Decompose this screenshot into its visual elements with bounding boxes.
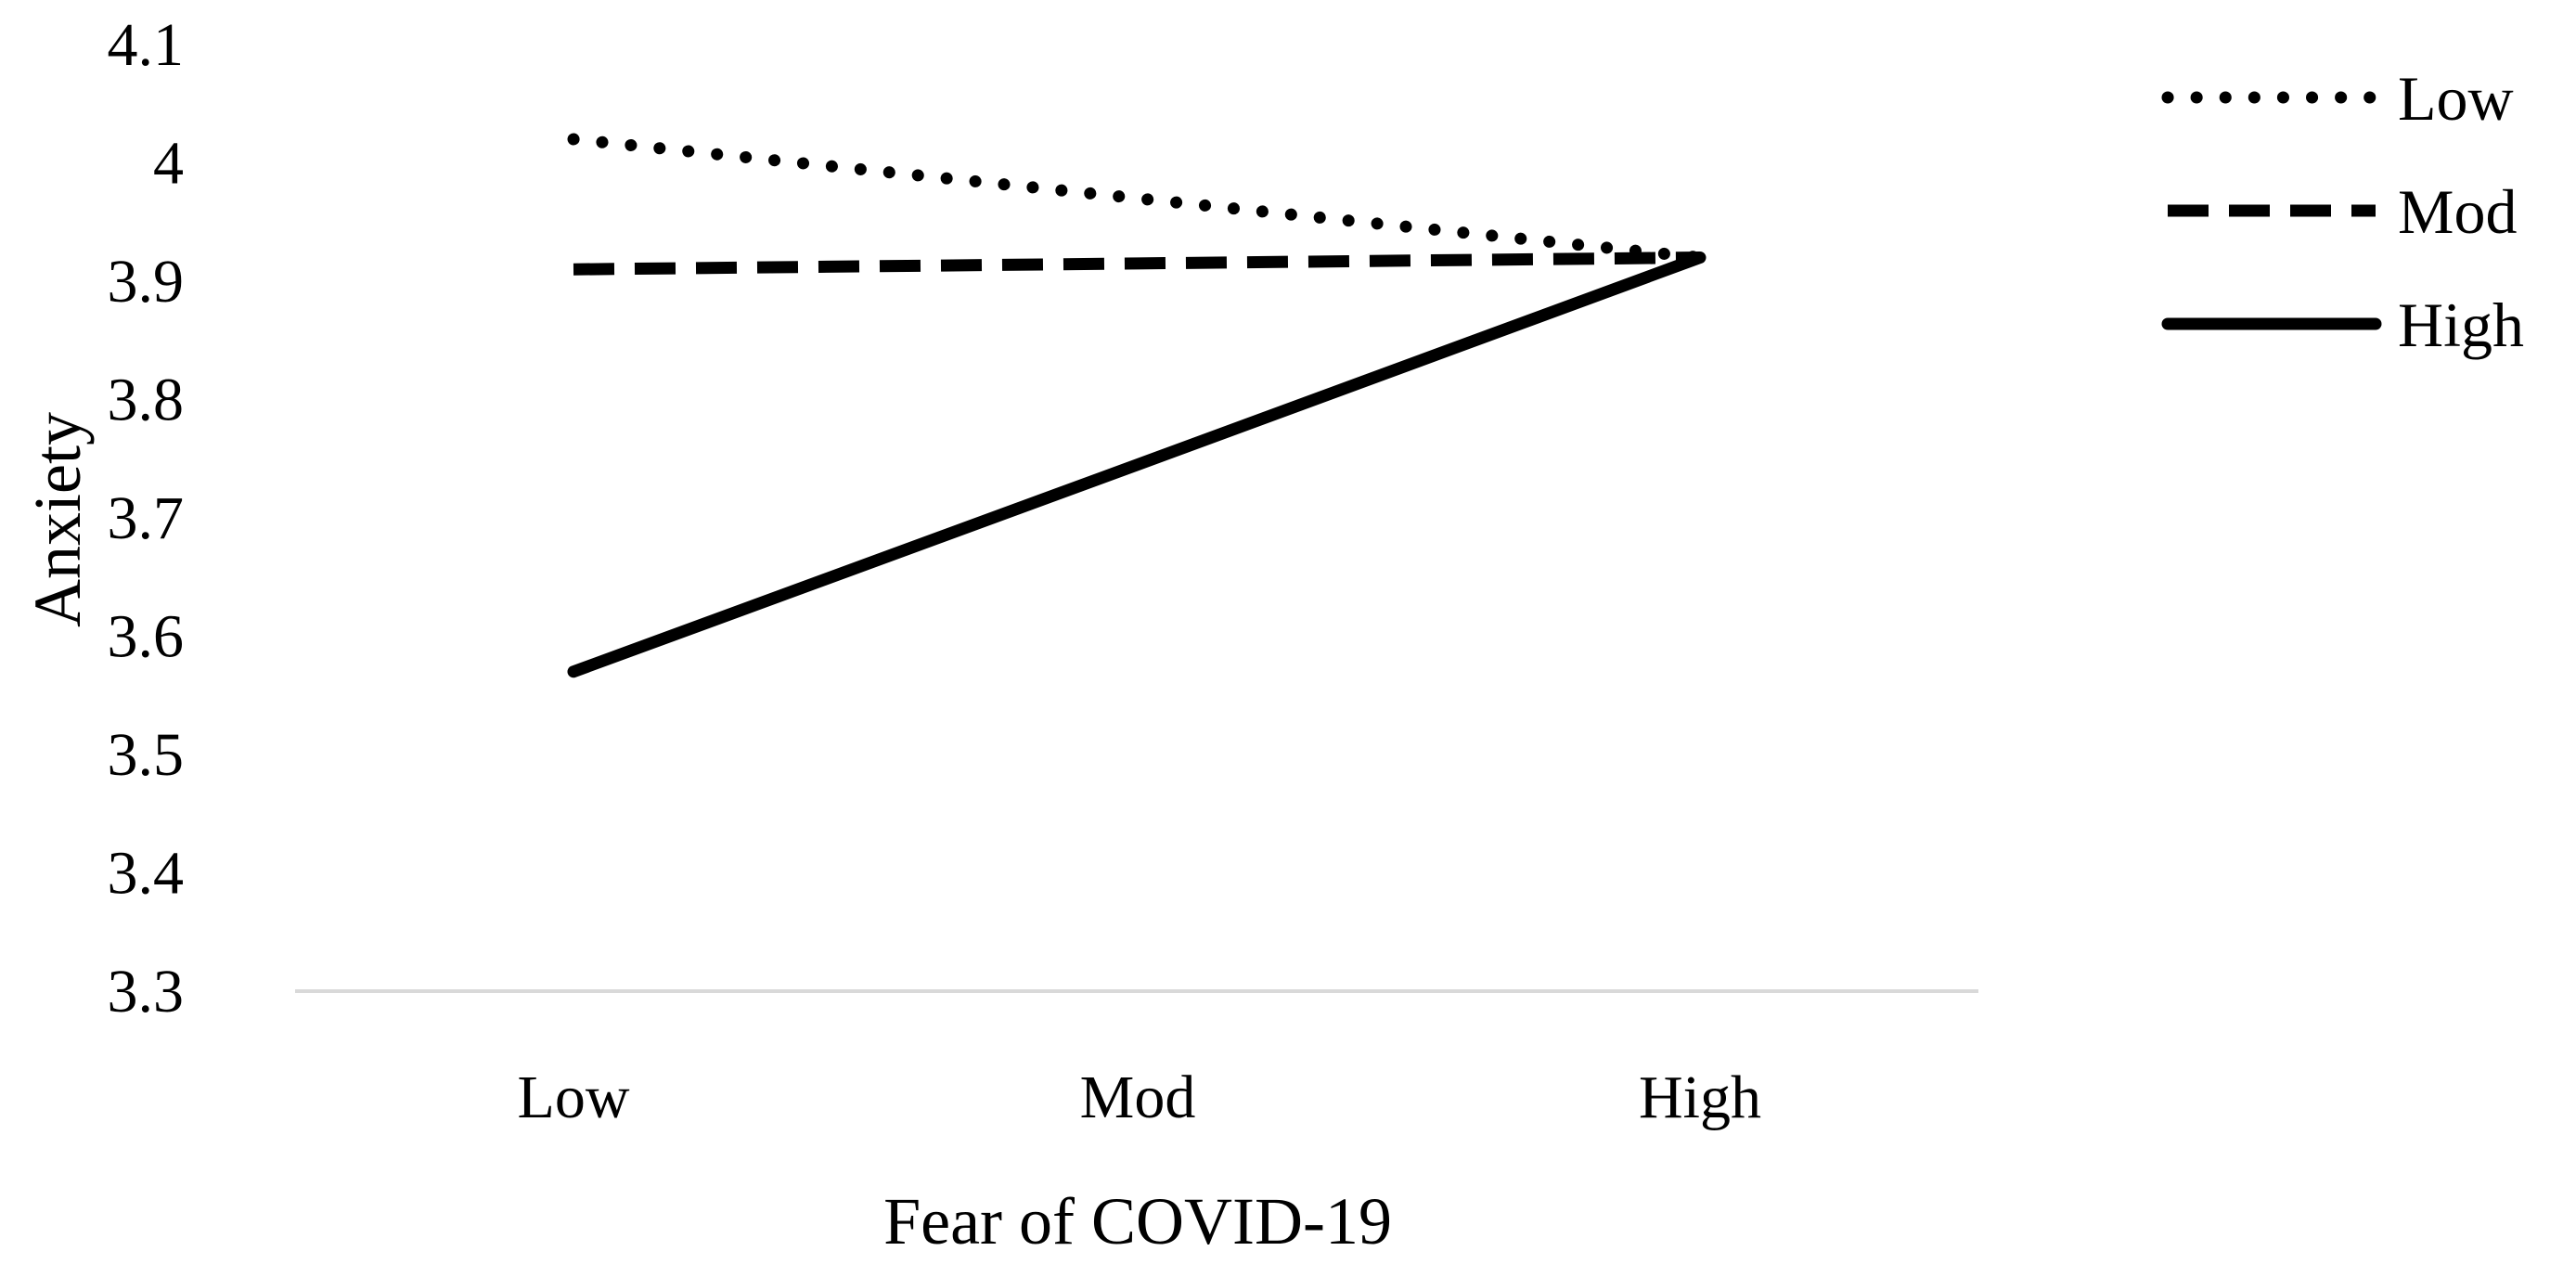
y-tick-label: 4 [153,130,184,198]
x-tick-label: Low [518,1064,630,1131]
y-tick-label: 4.1 [108,11,185,79]
y-tick-label: 3.4 [108,840,185,908]
y-tick-label: 3.6 [108,603,185,671]
x-tick-label: Mod [1080,1064,1196,1131]
series-line-mod [573,252,1701,276]
y-tick-label: 3.8 [108,367,185,434]
x-axis-title: Fear of COVID-19 [883,1184,1392,1258]
y-axis-title: Anxiety [20,412,95,627]
y-tick-label: 3.5 [108,721,185,789]
y-tick-label: 3.7 [108,484,185,552]
y-tick-label: 3.3 [108,958,185,1025]
legend-label-high: High [2398,290,2524,360]
legend-label-mod: Mod [2398,176,2517,247]
x-tick-label: High [1639,1064,1761,1131]
legend: Low Mod High [2161,63,2524,360]
y-tick-label: 3.9 [108,248,185,316]
series-line-low [567,133,1707,264]
legend-label-low: Low [2398,63,2514,134]
series-line-high [567,252,1707,678]
plot-area: 3.3 3.4 3.5 3.6 3.7 3.8 3.9 4 4.1 Low Mod High [108,11,1978,1131]
